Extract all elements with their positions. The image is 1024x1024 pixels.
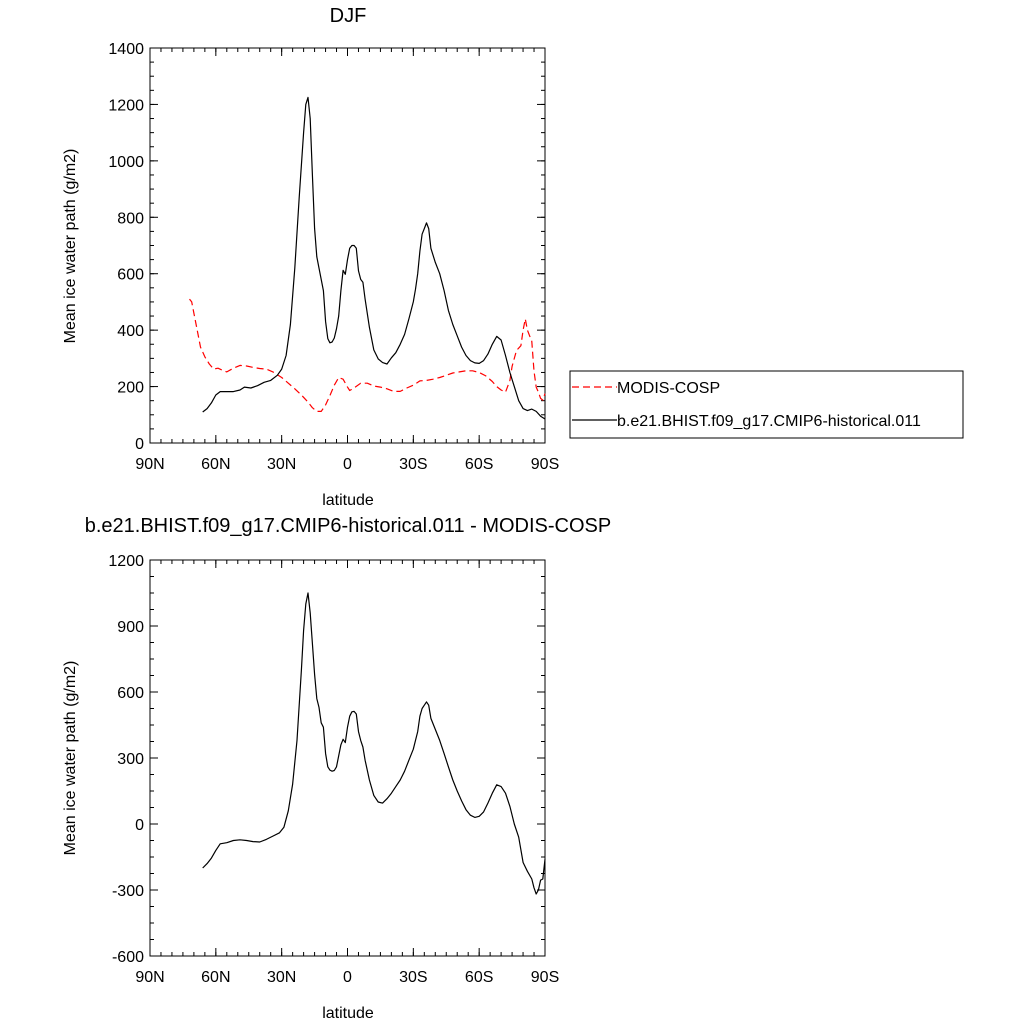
x-tick-label: 90S: [531, 969, 559, 986]
bottom-series-group: [202, 592, 546, 895]
bottom-x-axis: 90N 60N 30N 0 30S 60S 90S: [135, 560, 559, 986]
legend-box: [569, 370, 964, 439]
y-tick-label: -600: [112, 949, 144, 966]
bottom-minor-ticks: [149, 559, 546, 957]
legend: MODIS-COSP b.e21.BHIST.f09_g17.CMIP6-his…: [569, 370, 964, 439]
top-chart: DJF 90N 60N 30N 0 30S 60S 90S 0 200 400 600 800 100…: [62, 5, 964, 509]
bottom-chart: b.e21.BHIST.f09_g17.CMIP6-historical.011…: [62, 515, 611, 1022]
x-tick-label: 0: [343, 969, 352, 986]
x-tick-label: 90N: [135, 456, 164, 473]
top-plot-frame: [149, 47, 546, 444]
y-tick-label: 1000: [108, 154, 144, 171]
x-tick-label: 30N: [267, 456, 296, 473]
bottom-plot-frame: [149, 559, 546, 957]
x-tick-label: 60S: [465, 969, 493, 986]
y-tick-label: 1400: [108, 41, 144, 58]
bottom-y-axis: -600 -300 0 300 600 900 1200: [108, 553, 545, 966]
x-tick-label: 30S: [399, 969, 427, 986]
y-tick-label: 0: [135, 817, 144, 834]
bottom-chart-title: b.e21.BHIST.f09_g17.CMIP6-historical.011…: [85, 515, 612, 537]
x-tick-label: 60S: [465, 456, 493, 473]
y-tick-label: 600: [117, 267, 144, 284]
top-y-axis-label: Mean ice water path (g/m2): [62, 149, 79, 344]
top-y-axis: 0 200 400 600 800 1000 1200 1400: [108, 41, 545, 453]
series-line-difference: [202, 592, 546, 895]
y-tick-label: 1200: [108, 97, 144, 114]
y-tick-label: 1200: [108, 553, 144, 570]
legend-label-modis: MODIS-COSP: [617, 380, 720, 397]
x-tick-label: 60N: [201, 969, 230, 986]
series-line-modis: [189, 298, 546, 412]
series-line-model: [202, 96, 546, 420]
x-tick-label: 30S: [399, 456, 427, 473]
top-x-axis-label: latitude: [322, 492, 374, 509]
top-chart-title: DJF: [330, 5, 367, 27]
y-tick-label: 600: [117, 685, 144, 702]
x-tick-label: 90S: [531, 456, 559, 473]
x-tick-label: 0: [343, 456, 352, 473]
y-tick-label: 300: [117, 751, 144, 768]
y-tick-label: 400: [117, 323, 144, 340]
bottom-y-axis-label: Mean ice water path (g/m2): [62, 661, 79, 856]
top-x-axis: 90N 60N 30N 0 30S 60S 90S: [135, 48, 559, 473]
x-tick-label: 30N: [267, 969, 296, 986]
legend-label-model: b.e21.BHIST.f09_g17.CMIP6-historical.011: [617, 413, 921, 430]
top-series-group: [189, 96, 546, 420]
y-tick-label: 900: [117, 619, 144, 636]
y-tick-label: 0: [135, 436, 144, 453]
y-tick-label: -300: [112, 883, 144, 900]
y-tick-label: 200: [117, 380, 144, 397]
x-tick-label: 90N: [135, 969, 164, 986]
x-tick-label: 60N: [201, 456, 230, 473]
top-minor-ticks: [149, 47, 546, 444]
bottom-x-axis-label: latitude: [322, 1005, 374, 1022]
y-tick-label: 800: [117, 210, 144, 227]
